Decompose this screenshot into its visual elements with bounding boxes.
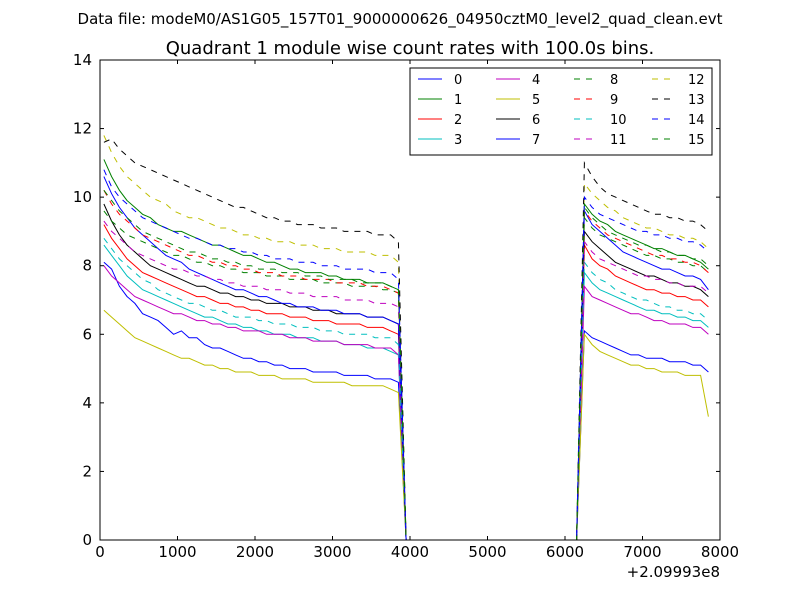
legend-label: 0 (454, 73, 462, 88)
x-offset-label: +2.09993e8 (627, 563, 720, 581)
x-tick-label: 3000 (313, 543, 351, 561)
x-tick-label: 8000 (701, 543, 739, 561)
legend-entry-2: 2 (418, 113, 462, 128)
series-line-8 (103, 210, 709, 541)
y-tick-label: 0 (82, 531, 92, 549)
data-file-header: Data file: modeM0/AS1G05_157T01_90000006… (78, 10, 723, 29)
x-tick-label: 0 (95, 543, 105, 561)
series-line-4 (103, 265, 709, 541)
legend-label: 5 (532, 93, 540, 108)
y-tick-label: 12 (73, 120, 92, 138)
series-line-11 (103, 220, 709, 541)
legend-entry-8: 8 (574, 73, 618, 88)
legend-label: 14 (688, 113, 705, 128)
series-line-5 (103, 309, 709, 541)
legend-label: 10 (610, 113, 627, 128)
series-line-13 (103, 138, 709, 541)
legend-label: 4 (532, 73, 540, 88)
y-tick-label: 6 (82, 325, 92, 343)
legend-entry-14: 14 (652, 113, 705, 128)
legend-entry-0: 0 (418, 73, 462, 88)
series-line-15 (103, 190, 709, 541)
legend-entry-13: 13 (652, 93, 705, 108)
legend-entry-6: 6 (496, 113, 540, 128)
x-tick-label: 5000 (468, 543, 506, 561)
legend-entry-15: 15 (652, 133, 705, 148)
series-line-7 (103, 176, 709, 541)
legend-entry-9: 9 (574, 93, 618, 108)
series-line-0 (103, 261, 709, 541)
y-tick-label: 2 (82, 462, 92, 480)
series-line-12 (103, 135, 709, 541)
x-tick-label: 7000 (623, 543, 661, 561)
series-line-2 (103, 224, 709, 541)
x-tick-label: 1000 (158, 543, 196, 561)
legend-label: 1 (454, 93, 462, 108)
y-tick-label: 8 (82, 257, 92, 275)
axis-ticks: 0 1000 2000 3000 4000 5000 6000 7000 80000246810… (73, 51, 739, 561)
legend-entry-4: 4 (496, 73, 540, 88)
x-tick-label: 4000 (391, 543, 429, 561)
legend-label: 8 (610, 73, 618, 88)
legend-label: 3 (454, 133, 462, 148)
y-tick-label: 10 (73, 188, 92, 206)
legend-label: 9 (610, 93, 618, 108)
legend-entry-1: 1 (418, 93, 462, 108)
y-tick-label: 4 (82, 394, 92, 412)
x-tick-label: 2000 (236, 543, 274, 561)
legend-label: 6 (532, 113, 540, 128)
y-tick-label: 14 (73, 51, 92, 69)
legend-label: 2 (454, 113, 462, 128)
legend-box (409, 67, 713, 156)
legend-entry-12: 12 (652, 73, 705, 88)
series-line-14 (103, 169, 709, 541)
legend-label: 11 (610, 133, 627, 148)
x-tick-label: 6000 (546, 543, 584, 561)
legend-label: 7 (532, 133, 540, 148)
legend-entry-7: 7 (496, 133, 540, 148)
legend-label: 15 (688, 133, 705, 148)
legend-entry-5: 5 (496, 93, 540, 108)
series-line-10 (103, 238, 709, 541)
legend-entry-11: 11 (574, 133, 627, 148)
legend-entry-3: 3 (418, 133, 462, 148)
series-layer (103, 135, 709, 541)
series-line-1 (103, 159, 709, 541)
chart-title: Quadrant 1 module wise count rates with … (166, 38, 655, 59)
legend-entry-10: 10 (574, 113, 627, 128)
legend-label: 12 (688, 73, 705, 88)
legend-label: 13 (688, 93, 705, 108)
